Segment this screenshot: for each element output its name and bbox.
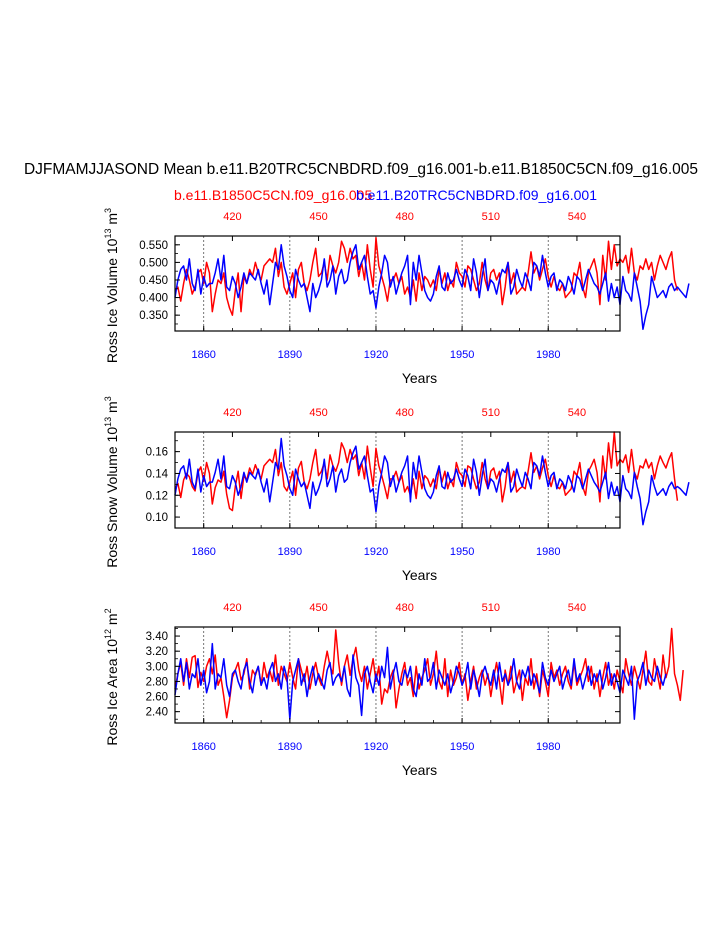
ice-area-ytick-label: 3.20 — [146, 646, 168, 658]
ice-volume-ylabel-unit-exponent: 3 — [103, 208, 113, 213]
snow-volume-xtick-label-top: 480 — [395, 407, 413, 419]
ice-area-xtick-label-top: 480 — [395, 602, 413, 614]
ice-area-ytick-label: 2.80 — [146, 676, 168, 688]
ice-volume-xtick-label-top: 540 — [568, 211, 586, 223]
ice-volume-plot-frame — [174, 235, 621, 332]
ice-area-xtick-label-top: 450 — [309, 602, 327, 614]
ice-area-xtick-label-top: 420 — [223, 602, 241, 614]
ice-area-xtick-label-bottom: 1890 — [278, 741, 302, 753]
ice-area-xlabel: Years — [402, 762, 437, 778]
ice-area-ylabel-exponent: 12 — [103, 629, 113, 639]
ice-volume-ytick-label: 0.500 — [139, 257, 168, 269]
ice-volume-xtick-label-bottom: 1920 — [364, 349, 388, 361]
legend-blue-label: b.e11.B20TRC5CNBDRD.f09_g16.001 — [356, 187, 597, 203]
ice-area-xtick-label-bottom: 1920 — [364, 741, 388, 753]
ice-volume-ytick-label: 0.350 — [139, 310, 168, 322]
ice-volume-xtick-label-bottom: 1860 — [191, 349, 215, 361]
snow-volume-xtick-label-bottom: 1860 — [191, 546, 215, 558]
ice-area-panel: 2.40 2.60 2.80 3.00 3.20 3.40 1860 1890 1920 1950… — [103, 602, 684, 778]
ice-area-xtick-label-bottom: 1860 — [191, 741, 215, 753]
snow-volume-xtick-label-top: 540 — [568, 407, 586, 419]
snow-volume-xtick-label-bottom: 1890 — [278, 546, 302, 558]
ice-area-xtick-label-top: 540 — [568, 602, 586, 614]
ice-volume-ytick-label: 0.450 — [139, 275, 168, 287]
ice-area-ylabel: Ross Ice Area 1012 m2 — [103, 608, 120, 745]
snow-volume-ytick-label: 0.14 — [146, 468, 169, 480]
snow-volume-xtick-label-bottom: 1920 — [364, 546, 388, 558]
ice-volume-xtick-label-bottom: 1980 — [536, 349, 560, 361]
ice-volume-ylabel-unit: m — [104, 213, 120, 229]
ice-area-series-blue — [174, 642, 667, 720]
snow-volume-xtick-label-top: 420 — [223, 407, 241, 419]
ice-volume-xtick-label-top: 480 — [395, 211, 413, 223]
ice-area-ytick-label: 2.40 — [146, 707, 168, 719]
snow-volume-ylabel-unit: m — [104, 401, 120, 417]
ice-area-ylabel-text: Ross Ice Area 10 — [104, 639, 120, 746]
ice-area-ytick-label: 3.40 — [146, 631, 168, 643]
figure-title: DJFMAMJJASOND Mean b.e11.B20TRC5CNBDRD.f… — [24, 161, 698, 178]
ice-area-ylabel-unit: m — [104, 613, 120, 629]
snow-volume-plot-frame — [174, 431, 621, 529]
ice-area-ytick-label: 3.00 — [146, 661, 168, 673]
ice-area-ylabel-unit-exponent: 2 — [103, 608, 113, 613]
ice-area-xtick-label-bottom: 1950 — [450, 741, 474, 753]
snow-volume-series-red — [174, 431, 679, 512]
legend-red-label: b.e11.B1850C5CN.f09_g16.005 — [174, 187, 372, 203]
snow-volume-ytick-label: 0.12 — [146, 490, 168, 502]
snow-volume-xlabel: Years — [402, 567, 437, 583]
ice-volume-xtick-label-top: 510 — [482, 211, 500, 223]
snow-volume-xtick-label-bottom: 1980 — [536, 546, 560, 558]
ice-volume-ylabel-exponent: 13 — [103, 229, 113, 239]
ice-volume-ytick-label: 0.550 — [139, 240, 168, 252]
ice-area-xtick-label-bottom: 1980 — [536, 741, 560, 753]
ice-area-xtick-label-top: 510 — [482, 602, 500, 614]
snow-volume-panel: 0.10 0.12 0.14 0.16 1860 1890 1920 1950 1980 420 4… — [103, 396, 690, 583]
snow-volume-ytick-label: 0.10 — [146, 512, 168, 524]
snow-volume-ylabel-exponent: 13 — [103, 417, 113, 427]
ice-volume-xlabel: Years — [402, 370, 437, 386]
ice-volume-xtick-label-bottom: 1890 — [278, 349, 302, 361]
ice-volume-ytick-label: 0.400 — [139, 293, 168, 305]
ice-volume-xtick-label-bottom: 1950 — [450, 349, 474, 361]
snow-volume-ytick-label: 0.16 — [146, 447, 168, 459]
ice-volume-series-red — [174, 237, 679, 316]
panels-group: 0.350 0.400 0.450 0.500 0.550 1860 1890 1920 195… — [103, 208, 690, 778]
snow-volume-series-blue — [174, 437, 690, 526]
ice-area-plot-frame — [174, 626, 621, 724]
snow-volume-xtick-label-top: 450 — [309, 407, 327, 419]
ice-volume-ylabel: Ross Ice Volume 1013 m3 — [103, 208, 120, 363]
snow-volume-ylabel: Ross Snow Volume 1013 m3 — [103, 396, 120, 567]
snow-volume-xtick-label-top: 510 — [482, 407, 500, 419]
ice-volume-xtick-label-top: 420 — [223, 211, 241, 223]
snow-volume-xtick-label-bottom: 1950 — [450, 546, 474, 558]
ice-volume-ylabel-text: Ross Ice Volume 10 — [104, 238, 120, 363]
ice-volume-panel: 0.350 0.400 0.450 0.500 0.550 1860 1890 1920 195… — [103, 208, 690, 386]
ice-area-ytick-label: 2.60 — [146, 692, 168, 704]
ice-volume-xtick-label-top: 450 — [309, 211, 327, 223]
ice-volume-series-blue — [174, 244, 690, 330]
snow-volume-ylabel-unit-exponent: 3 — [103, 396, 113, 401]
snow-volume-ylabel-text: Ross Snow Volume 10 — [104, 427, 120, 568]
